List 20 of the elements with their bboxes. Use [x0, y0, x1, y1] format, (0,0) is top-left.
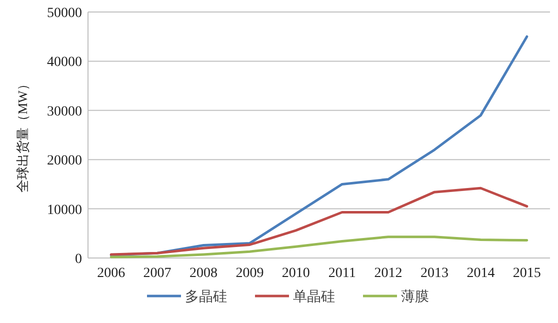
- x-tick-label: 2013: [420, 266, 448, 281]
- y-tick-label: 20000: [47, 154, 82, 169]
- x-tick-label: 2006: [97, 266, 126, 281]
- x-tick-label: 2007: [143, 266, 172, 281]
- y-axis-title: 全球出货量（MW）: [15, 78, 30, 192]
- x-tick-label: 2015: [512, 266, 541, 281]
- x-tick-label: 2009: [236, 266, 264, 281]
- y-tick-label: 0: [75, 252, 82, 267]
- y-tick-label: 30000: [47, 104, 82, 120]
- y-tick-label: 50000: [47, 6, 82, 21]
- x-tick-label: 2012: [374, 266, 402, 281]
- y-tick-label: 10000: [47, 202, 82, 218]
- x-tick-label: 2008: [190, 266, 218, 281]
- x-tick-label: 2014: [466, 266, 495, 281]
- legend-label: 单晶硅: [293, 289, 335, 305]
- legend-label: 多晶硅: [185, 289, 227, 305]
- x-tick-label: 2011: [328, 266, 356, 281]
- y-tick-label: 40000: [47, 55, 82, 70]
- x-tick-label: 2010: [282, 266, 310, 281]
- legend-label: 薄膜: [401, 289, 429, 305]
